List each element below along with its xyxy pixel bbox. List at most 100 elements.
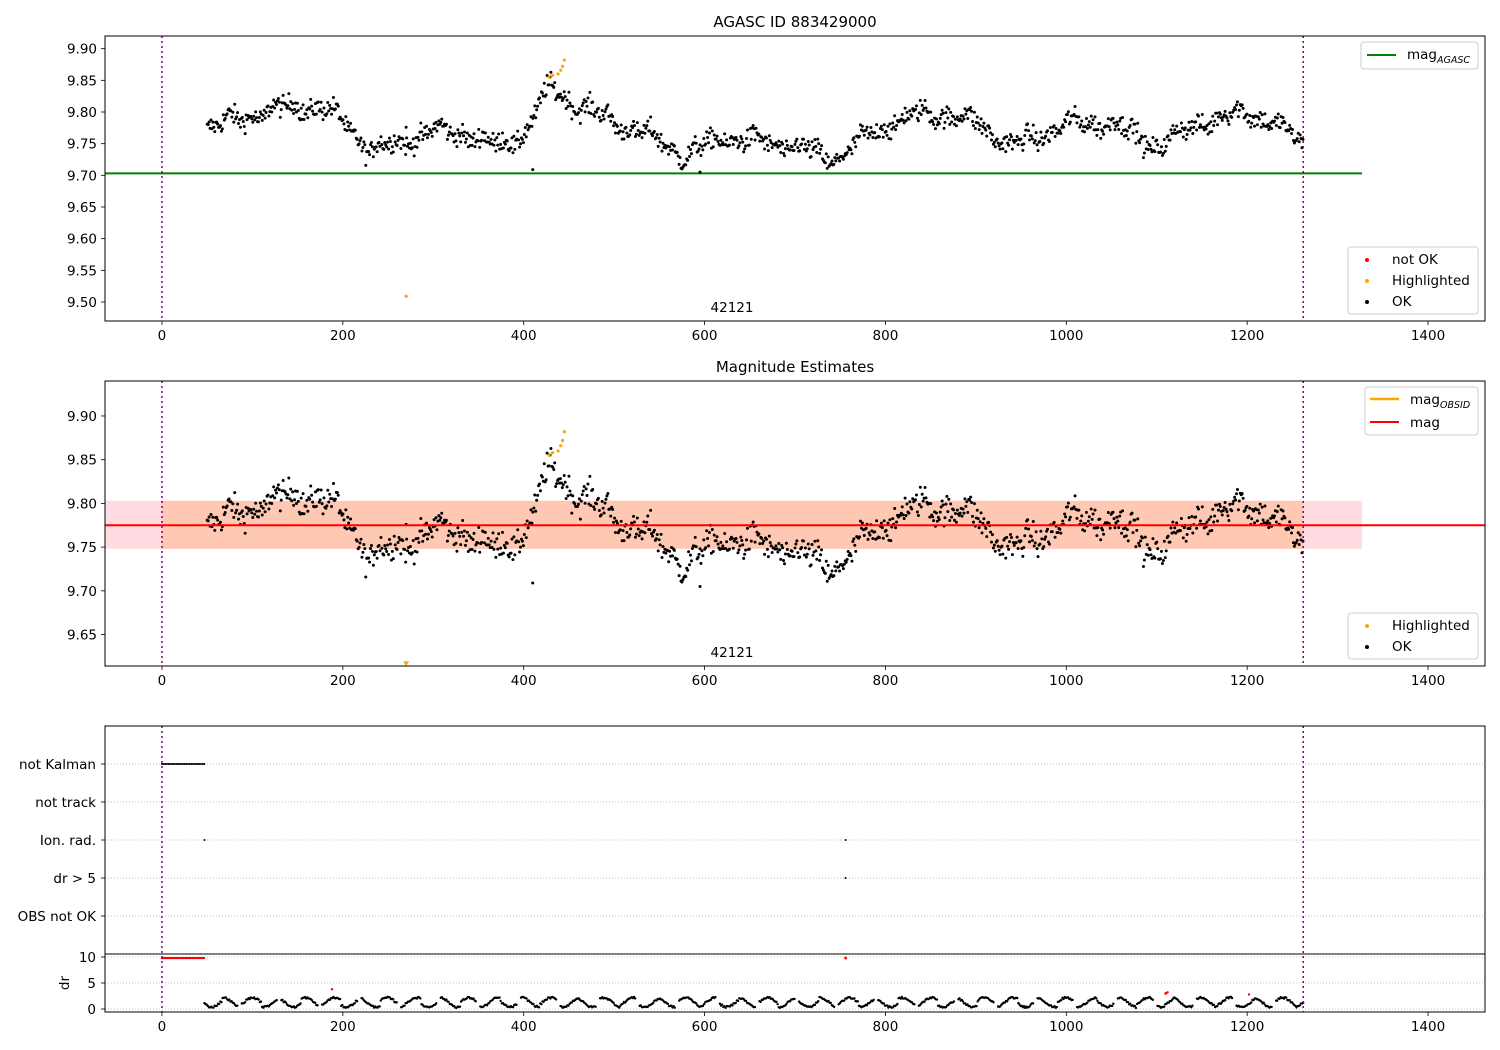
ok-point: [1083, 529, 1087, 533]
ok-point: [1023, 133, 1027, 137]
ok-point: [429, 530, 433, 534]
not-kalman-point: [165, 763, 168, 765]
dr-point: [793, 997, 796, 1001]
ok-point: [408, 545, 412, 549]
flags-axes-frame: [104, 725, 1486, 1013]
ok-point: [357, 142, 361, 146]
ok-point: [768, 541, 772, 545]
ok-point: [978, 123, 982, 127]
ok-point: [901, 118, 905, 122]
ok-point: [618, 528, 622, 532]
ok-point: [1095, 133, 1099, 137]
ok-point: [568, 489, 572, 493]
ok-point: [1029, 535, 1033, 539]
ok-point: [330, 505, 334, 509]
ok-point: [465, 530, 469, 534]
ok-point: [1006, 141, 1010, 145]
ok-point: [551, 465, 555, 469]
ok-point: [634, 132, 638, 136]
dr-point: [355, 1000, 359, 1003]
ok-point: [785, 547, 789, 551]
ok-point: [642, 123, 646, 127]
ok-point: [304, 112, 308, 116]
ok-point: [1139, 137, 1143, 141]
ok-point: [862, 133, 866, 137]
ok-point: [852, 136, 856, 140]
ok-point: [943, 120, 947, 124]
ok-point: [963, 107, 967, 111]
ok-point: [723, 532, 727, 536]
dr-point: [379, 999, 383, 1002]
ok-point: [385, 549, 389, 553]
ok-point: [758, 542, 762, 546]
ok-point: [489, 137, 493, 141]
ok-point: [918, 485, 922, 489]
ok-point: [742, 556, 746, 560]
ok-point: [725, 540, 729, 544]
not-kalman-point: [177, 763, 180, 765]
ok-point: [277, 100, 281, 104]
ok-point: [232, 120, 236, 124]
ok-point: [1061, 519, 1065, 523]
ok-point: [538, 96, 542, 100]
ok-point: [562, 90, 566, 94]
ok-point: [296, 109, 300, 113]
ok-point: [416, 135, 420, 139]
ok-point: [1128, 520, 1132, 524]
ok-point: [296, 499, 300, 503]
dr-point: [567, 1004, 570, 1007]
ok-point: [540, 91, 544, 95]
ok-point: [1007, 547, 1011, 551]
not-kalman-point: [173, 763, 176, 765]
ok-point: [391, 150, 395, 154]
ok-point: [686, 568, 690, 572]
ok-point: [698, 547, 702, 551]
ok-point: [817, 142, 821, 146]
ok-point: [395, 548, 399, 552]
ok-point: [378, 144, 382, 148]
ok-point: [1260, 113, 1264, 117]
dr-point: [1230, 996, 1234, 1000]
ok-point: [698, 584, 702, 588]
ok-point: [558, 477, 562, 481]
ok-point: [1056, 131, 1060, 135]
dr-point: [776, 1002, 779, 1006]
ok-point: [523, 126, 527, 130]
ok-point: [811, 148, 815, 152]
ok-point: [753, 540, 757, 544]
ok-point: [1135, 130, 1139, 134]
ok-point: [667, 560, 671, 564]
ok-point: [1269, 121, 1273, 125]
ok-point: [221, 505, 225, 509]
ok-point: [493, 540, 497, 544]
ok-point: [349, 121, 353, 125]
ok-point: [386, 140, 390, 144]
ok-point: [833, 564, 837, 568]
ok-point: [223, 510, 227, 514]
ok-point: [216, 518, 220, 522]
ok-point: [976, 121, 980, 125]
x-tick-label: 1400: [1411, 1019, 1445, 1035]
x-tick-label: 600: [692, 1019, 718, 1035]
ok-point: [592, 505, 596, 509]
ok-point: [977, 526, 981, 530]
ok-point: [370, 145, 374, 149]
ok-point: [593, 114, 597, 118]
ok-point: [1278, 126, 1282, 130]
ok-point: [853, 543, 857, 547]
ok-point: [544, 93, 548, 97]
ok-point: [421, 539, 425, 543]
ok-point: [902, 121, 906, 125]
ok-point: [601, 506, 605, 510]
ok-point: [513, 147, 517, 151]
ok-point: [447, 529, 451, 533]
ok-point: [1005, 135, 1009, 139]
ok-point: [972, 502, 976, 506]
ok-point: [745, 128, 749, 132]
ok-point: [668, 549, 672, 553]
ok-point: [775, 143, 779, 147]
ok-point: [1224, 507, 1228, 511]
ok-point: [762, 539, 766, 543]
ok-point: [507, 555, 511, 559]
ion-rad-point: [203, 839, 206, 841]
